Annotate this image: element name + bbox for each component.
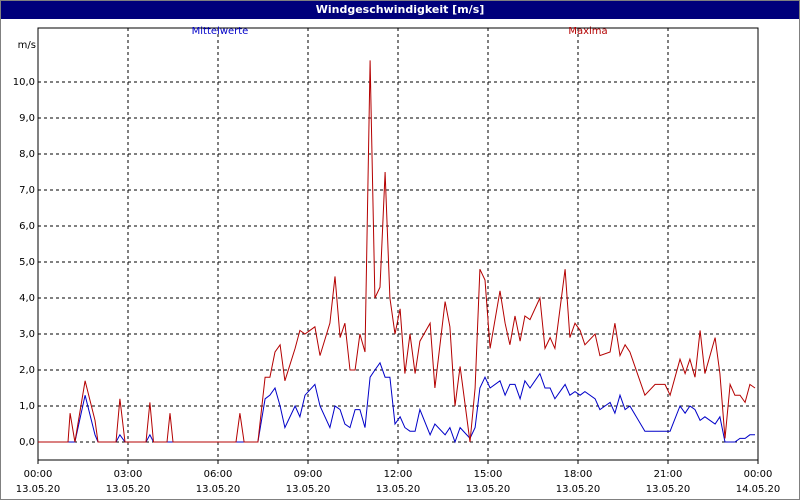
y-axis-label: m/s xyxy=(18,40,36,51)
y-tick-label: 9,0 xyxy=(19,113,35,124)
x-tick-label: 09:00 xyxy=(294,469,323,480)
series-line xyxy=(38,361,755,444)
y-tick-label: 0,0 xyxy=(19,437,35,448)
x-tick-date: 13.05.20 xyxy=(466,484,511,495)
x-tick-label: 15:00 xyxy=(474,469,503,480)
y-tick-label: 1,0 xyxy=(19,401,35,412)
x-tick-label: 00:00 xyxy=(744,469,773,480)
y-tick-label: 7,0 xyxy=(19,185,35,196)
y-tick-label: 4,0 xyxy=(19,293,35,304)
x-tick-label: 18:00 xyxy=(564,469,593,480)
series-line xyxy=(38,60,756,443)
x-tick-date: 13.05.20 xyxy=(106,484,151,495)
x-tick-date: 14.05.20 xyxy=(736,484,781,495)
x-tick-date: 13.05.20 xyxy=(196,484,241,495)
y-tick-label: 10,0 xyxy=(13,77,35,88)
x-tick-label: 12:00 xyxy=(384,469,413,480)
y-tick-label: 3,0 xyxy=(19,329,35,340)
x-tick-date: 13.05.20 xyxy=(556,484,601,495)
x-tick-date: 13.05.20 xyxy=(376,484,421,495)
x-tick-label: 00:00 xyxy=(24,469,53,480)
y-tick-label: 5,0 xyxy=(19,257,35,268)
legend-label: Mittelwerte xyxy=(192,26,249,37)
x-tick-label: 06:00 xyxy=(204,469,233,480)
legend-label: Maxima xyxy=(568,26,607,37)
x-tick-label: 21:00 xyxy=(654,469,683,480)
y-tick-label: 6,0 xyxy=(19,221,35,232)
x-tick-date: 13.05.20 xyxy=(16,484,61,495)
x-tick-label: 03:00 xyxy=(114,469,143,480)
x-tick-date: 13.05.20 xyxy=(286,484,331,495)
x-tick-date: 13.05.20 xyxy=(646,484,691,495)
y-tick-label: 2,0 xyxy=(19,365,35,376)
y-tick-label: 8,0 xyxy=(19,149,35,160)
title-bar: Windgeschwindigkeit [m/s] xyxy=(1,1,799,19)
